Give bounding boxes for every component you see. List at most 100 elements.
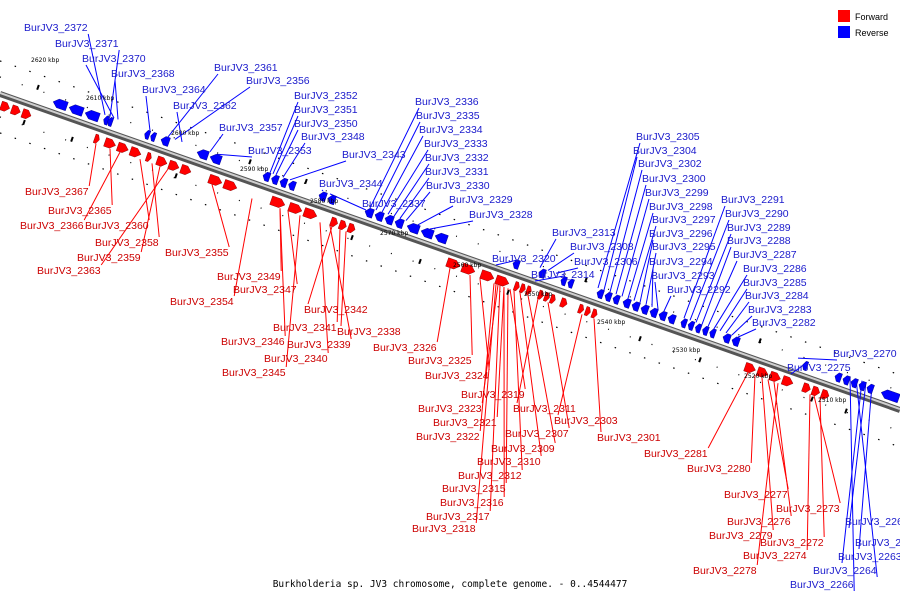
forward-gene-label[interactable]: BurJV3_2360 <box>85 220 149 232</box>
forward-gene-arrow[interactable] <box>524 285 533 296</box>
forward-gene-label[interactable]: BurJV3_2301 <box>597 432 661 444</box>
reverse-gene-label[interactable]: BurJV3_2329 <box>449 194 513 206</box>
forward-gene-label[interactable]: BurJV3_2359 <box>77 252 141 264</box>
forward-gene-label[interactable]: BurJV3_2316 <box>440 497 504 509</box>
forward-gene-arrow[interactable] <box>780 375 794 388</box>
forward-gene-arrow[interactable] <box>9 104 22 117</box>
reverse-gene-label[interactable]: BurJV3_2333 <box>424 138 488 150</box>
reverse-gene-label[interactable]: BurJV3_2292 <box>667 284 731 296</box>
reverse-gene-label[interactable]: BurJV3_2305 <box>636 131 700 143</box>
forward-gene-label[interactable]: BurJV3_2345 <box>222 367 286 379</box>
reverse-gene-label[interactable]: BurJV3_2331 <box>425 166 489 178</box>
forward-gene-label[interactable]: BurJV3_2323 <box>418 403 482 415</box>
reverse-gene-label[interactable]: BurJV3_2335 <box>416 110 480 122</box>
reverse-gene-label[interactable]: BurJV3_2308 <box>570 241 634 253</box>
reverse-gene-arrow[interactable] <box>566 278 575 289</box>
reverse-gene-label[interactable]: BurJV3_2286 <box>743 263 807 275</box>
reverse-gene-label[interactable]: BurJV3_2296 <box>649 228 713 240</box>
reverse-gene-label[interactable]: BurJV3_2306 <box>574 256 638 268</box>
reverse-gene-label[interactable]: BurJV3_2362 <box>173 100 237 112</box>
forward-gene-arrow[interactable] <box>144 151 153 162</box>
reverse-gene-arrow[interactable] <box>559 276 568 287</box>
reverse-gene-arrow[interactable] <box>595 288 605 300</box>
reverse-gene-arrow[interactable] <box>52 97 69 112</box>
forward-gene-arrow[interactable] <box>801 382 812 394</box>
forward-gene-label[interactable]: BurJV3_2346 <box>221 336 285 348</box>
forward-gene-label[interactable]: BurJV3_2322 <box>416 431 480 443</box>
forward-gene-label[interactable]: BurJV3_2315 <box>442 483 506 495</box>
reverse-gene-arrow[interactable] <box>393 217 405 230</box>
forward-gene-label[interactable]: BurJV3_2363 <box>37 265 101 277</box>
forward-gene-label[interactable]: BurJV3_2309 <box>491 443 555 455</box>
reverse-gene-label[interactable]: BurJV3_2284 <box>745 290 809 302</box>
reverse-gene-label[interactable]: BurJV3_2371 <box>55 38 119 50</box>
forward-gene-label[interactable]: BurJV3_2338 <box>337 326 401 338</box>
reverse-gene-label[interactable]: BurJV3_2289 <box>727 222 791 234</box>
reverse-gene-arrow[interactable] <box>666 313 677 325</box>
reverse-gene-arrow[interactable] <box>603 291 613 303</box>
forward-gene-arrow[interactable] <box>222 179 239 192</box>
reverse-gene-label[interactable]: BurJV3_2368 <box>111 68 175 80</box>
reverse-gene-arrow[interactable] <box>639 304 650 316</box>
forward-gene-arrow[interactable] <box>302 207 319 221</box>
reverse-gene-arrow[interactable] <box>279 177 289 189</box>
reverse-gene-arrow[interactable] <box>159 135 171 147</box>
reverse-gene-arrow[interactable] <box>841 375 851 386</box>
reverse-gene-label[interactable]: BurJV3_2328 <box>469 209 533 221</box>
forward-gene-label[interactable]: BurJV3_2303 <box>554 415 618 427</box>
reverse-gene-label[interactable]: BurJV3_2262 <box>855 537 900 549</box>
forward-gene-arrow[interactable] <box>128 146 143 159</box>
reverse-gene-arrow[interactable] <box>68 103 85 117</box>
reverse-gene-label[interactable]: BurJV3_2298 <box>649 201 713 213</box>
reverse-gene-label[interactable]: BurJV3_2336 <box>415 96 479 108</box>
reverse-gene-label[interactable]: BurJV3_2265 <box>845 516 900 528</box>
reverse-gene-label[interactable]: BurJV3_2294 <box>649 256 713 268</box>
forward-gene-label[interactable]: BurJV3_2355 <box>165 247 229 259</box>
reverse-gene-arrow[interactable] <box>865 383 875 395</box>
reverse-gene-arrow[interactable] <box>657 310 668 322</box>
forward-gene-arrow[interactable] <box>819 389 830 400</box>
forward-gene-label[interactable]: BurJV3_2273 <box>776 503 840 515</box>
reverse-gene-arrow[interactable] <box>434 231 449 245</box>
forward-gene-label[interactable]: BurJV3_2319 <box>461 389 525 401</box>
reverse-gene-arrow[interactable] <box>730 336 741 347</box>
forward-gene-label[interactable]: BurJV3_2366 <box>20 220 84 232</box>
forward-gene-label[interactable]: BurJV3_2281 <box>644 448 708 460</box>
reverse-gene-arrow[interactable] <box>317 191 328 202</box>
forward-gene-arrow[interactable] <box>479 269 496 283</box>
forward-gene-arrow[interactable] <box>103 137 118 150</box>
forward-gene-label[interactable]: BurJV3_2325 <box>408 355 472 367</box>
reverse-gene-label[interactable]: BurJV3_2351 <box>294 104 358 116</box>
forward-gene-arrow[interactable] <box>207 173 224 187</box>
reverse-gene-label[interactable]: BurJV3_2263 <box>838 551 900 563</box>
reverse-gene-label[interactable]: BurJV3_2357 <box>219 122 283 134</box>
reverse-gene-label[interactable]: BurJV3_2364 <box>142 84 206 96</box>
forward-gene-label[interactable]: BurJV3_2274 <box>743 550 807 562</box>
forward-gene-label[interactable]: BurJV3_2342 <box>304 304 368 316</box>
reverse-gene-label[interactable]: BurJV3_2282 <box>752 317 816 329</box>
forward-gene-arrow[interactable] <box>512 281 521 292</box>
forward-gene-label[interactable]: BurJV3_2321 <box>433 417 497 429</box>
reverse-gene-arrow[interactable] <box>857 380 867 392</box>
reverse-gene-label[interactable]: BurJV3_2353 <box>248 145 312 157</box>
reverse-gene-label[interactable]: BurJV3_2330 <box>426 180 490 192</box>
reverse-gene-label[interactable]: BurJV3_2293 <box>651 270 715 282</box>
forward-gene-arrow[interactable] <box>559 297 568 309</box>
forward-gene-arrow[interactable] <box>518 283 527 294</box>
forward-gene-label[interactable]: BurJV3_2365 <box>48 205 112 217</box>
reverse-gene-label[interactable]: BurJV3_2356 <box>246 75 310 87</box>
reverse-gene-label[interactable]: BurJV3_2304 <box>633 145 697 157</box>
reverse-gene-arrow[interactable] <box>611 294 621 305</box>
forward-gene-label[interactable]: BurJV3_2279 <box>709 530 773 542</box>
forward-gene-label[interactable]: BurJV3_2340 <box>264 353 328 365</box>
reverse-gene-label[interactable]: BurJV3_2285 <box>743 277 807 289</box>
reverse-gene-arrow[interactable] <box>420 227 435 240</box>
forward-gene-label[interactable]: BurJV3_2347 <box>233 284 297 296</box>
reverse-gene-arrow[interactable] <box>721 333 732 344</box>
reverse-gene-arrow[interactable] <box>143 130 152 140</box>
forward-gene-arrow[interactable] <box>494 274 511 288</box>
forward-gene-arrow[interactable] <box>269 195 287 209</box>
forward-gene-arrow[interactable] <box>583 306 592 317</box>
forward-gene-arrow[interactable] <box>155 155 169 168</box>
reverse-gene-label[interactable]: BurJV3_2287 <box>733 249 797 261</box>
